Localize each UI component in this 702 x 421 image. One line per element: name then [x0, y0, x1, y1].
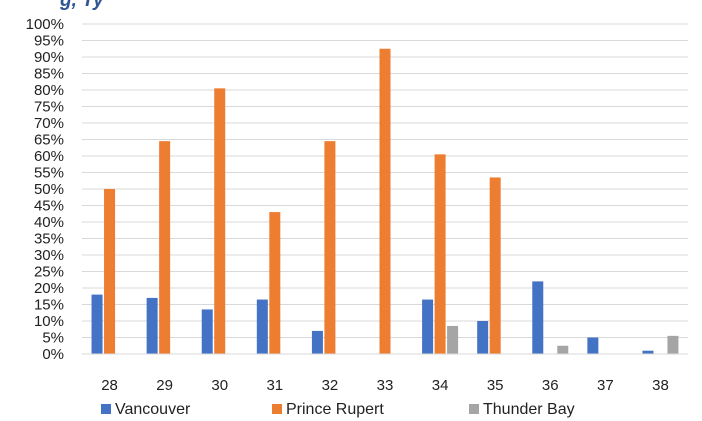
y-tick-label: 45% [34, 198, 64, 215]
y-tick-label: 25% [34, 264, 64, 281]
bar-vancouver-38 [642, 350, 654, 354]
y-tick-label: 80% [34, 82, 64, 99]
y-tick-label: 90% [34, 49, 64, 66]
y-tick-label: 15% [34, 297, 64, 314]
y-tick-label: 75% [34, 99, 64, 116]
x-tick-label: 28 [101, 377, 118, 394]
x-axis-tick-labels: 28 29 30 31 32 33 34 35 36 37 38 [101, 377, 669, 394]
bar-group-36 [532, 281, 569, 354]
x-tick-label: 35 [487, 377, 504, 394]
y-tick-label: 65% [34, 132, 64, 149]
bar-vancouver-28 [91, 294, 103, 354]
legend-swatch [101, 404, 111, 414]
bar-group-31 [256, 212, 281, 354]
x-tick-label: 30 [211, 377, 228, 394]
y-tick-label: 5% [42, 330, 64, 347]
bar-vancouver-34 [422, 299, 434, 354]
bar-group-38 [642, 335, 679, 354]
legend-swatch [469, 404, 479, 414]
x-tick-label: 31 [266, 377, 283, 394]
bar-prince-rupert-35 [489, 177, 501, 354]
y-tick-label: 55% [34, 165, 64, 182]
bar-prince-rupert-31 [269, 212, 281, 354]
x-tick-label: 34 [432, 377, 449, 394]
legend-label: Prince Rupert [286, 401, 384, 418]
bar-group-30 [201, 88, 226, 354]
bar-prince-rupert-30 [214, 88, 226, 354]
bar-group-32 [311, 141, 336, 354]
x-tick-label: 38 [652, 377, 669, 394]
legend: Vancouver Prince Rupert Thunder Bay [101, 401, 575, 418]
legend-swatch [272, 404, 282, 414]
y-tick-label: 20% [34, 280, 64, 297]
y-tick-label: 40% [34, 214, 64, 231]
bar-thunder-bay-34 [447, 325, 459, 354]
y-tick-label: 60% [34, 148, 64, 165]
y-tick-label: 70% [34, 115, 64, 132]
y-tick-label: 10% [34, 313, 64, 330]
bar-vancouver-29 [146, 297, 158, 354]
bar-group-37 [587, 337, 599, 354]
x-tick-label: 37 [597, 377, 614, 394]
bar-prince-rupert-32 [324, 141, 336, 354]
bar-vancouver-37 [587, 337, 599, 354]
bar-thunder-bay-38 [667, 335, 679, 354]
bar-vancouver-31 [256, 299, 268, 354]
legend-label: Thunder Bay [483, 401, 575, 418]
y-tick-label: 50% [34, 181, 64, 198]
y-tick-label: 100% [26, 16, 64, 33]
bar-prince-rupert-33 [379, 48, 391, 354]
bar-prince-rupert-34 [434, 154, 446, 354]
chart-title-fragment: g, Ty [60, 0, 104, 11]
bar-prince-rupert-28 [104, 189, 116, 354]
y-tick-label: 85% [34, 66, 64, 83]
bar-vancouver-32 [311, 330, 323, 354]
bar-prince-rupert-29 [159, 141, 171, 354]
bar-group-33 [379, 48, 391, 354]
bar-group-29 [146, 141, 171, 354]
x-tick-label: 36 [542, 377, 559, 394]
bar-group-35 [477, 177, 501, 354]
bar-group-28 [91, 189, 116, 354]
bar-thunder-bay-36 [557, 345, 569, 354]
x-tick-label: 29 [156, 377, 173, 394]
bar-vancouver-35 [477, 321, 489, 354]
bars [91, 48, 679, 354]
bar-group-34 [422, 154, 459, 354]
y-tick-label: 30% [34, 247, 64, 264]
y-tick-label: 35% [34, 231, 64, 248]
y-tick-label: 0% [42, 346, 64, 363]
y-tick-label: 95% [34, 33, 64, 50]
legend-label: Vancouver [115, 401, 191, 418]
bar-vancouver-30 [201, 309, 213, 354]
x-tick-label: 32 [322, 377, 339, 394]
bar-vancouver-36 [532, 281, 544, 354]
x-tick-label: 33 [377, 377, 394, 394]
y-axis-tick-labels: 0%5%10%15%20%25%30%35%40%45%50%55%60%65%… [26, 16, 64, 363]
